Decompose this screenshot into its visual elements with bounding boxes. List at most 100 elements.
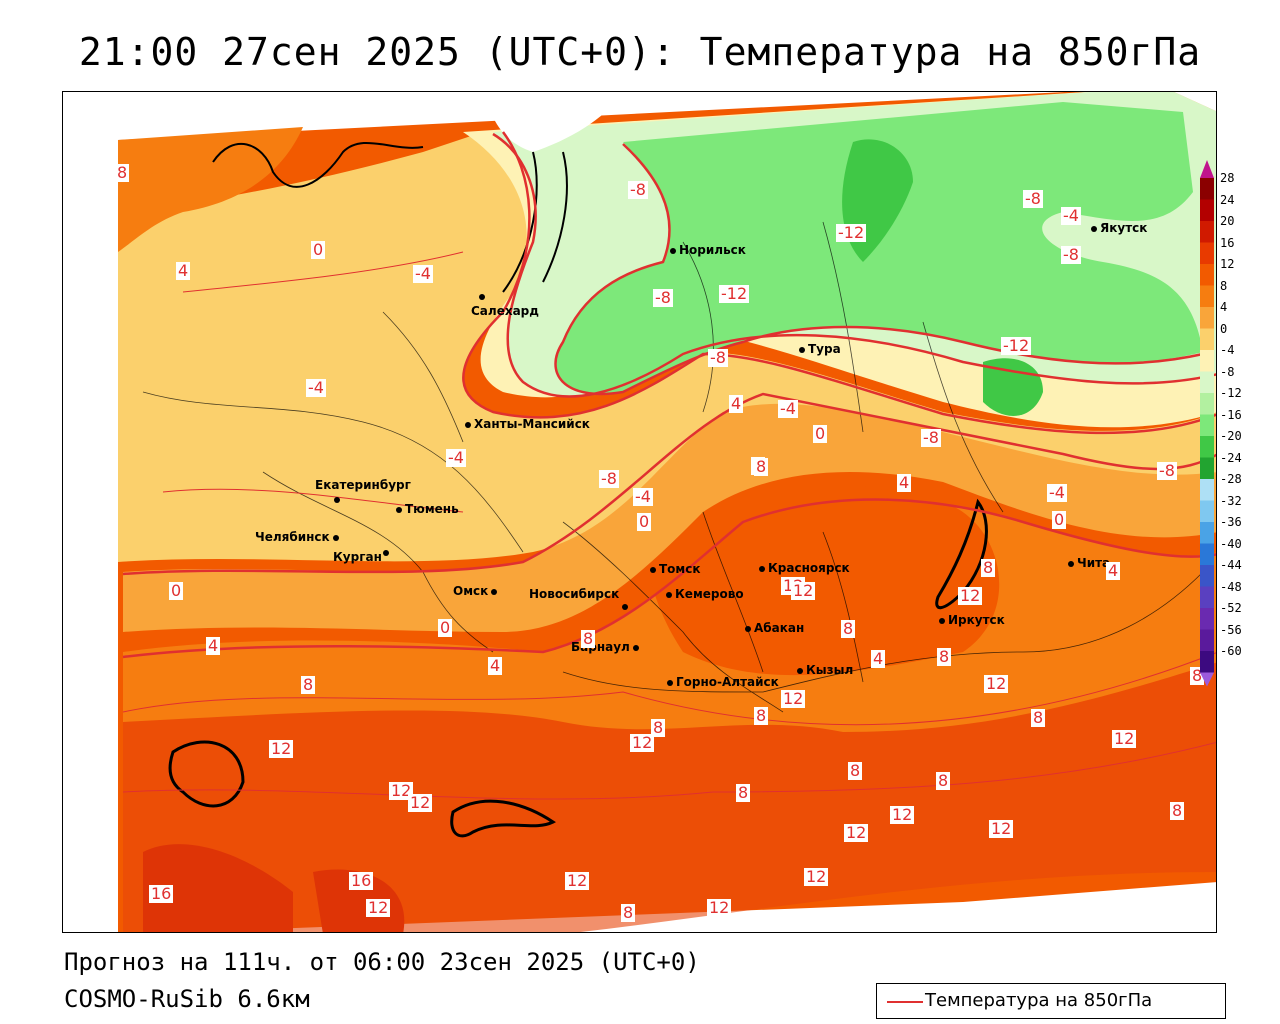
- colorbar-swatch: [1200, 608, 1214, 630]
- colorbar-swatch: [1200, 586, 1214, 608]
- isotherms: [122, 131, 1216, 800]
- contour-label: -4: [633, 487, 653, 506]
- contour-label: 0: [311, 240, 326, 259]
- contour-label: 8: [651, 718, 666, 737]
- zone-minus12: [555, 102, 1203, 394]
- colorbar-tick-label: 0: [1220, 321, 1228, 336]
- city-dot-icon: [383, 545, 392, 559]
- contour-label: -4: [413, 264, 433, 283]
- colorbar-bottom-arrow-icon: [1200, 672, 1214, 687]
- lake-baikal: [935, 498, 988, 610]
- colorbar-swatch: [1200, 414, 1214, 436]
- zone-0: [118, 132, 1216, 562]
- colorbar-swatches: [1200, 160, 1214, 687]
- contour-label: 12: [958, 586, 983, 605]
- colorbar-swatch: [1200, 221, 1214, 243]
- colorbar-tick-label: -4: [1220, 343, 1235, 357]
- contour-label: 8: [1031, 708, 1046, 727]
- contour-label: 12: [989, 819, 1014, 838]
- contour-label: -12: [1001, 336, 1032, 355]
- contour-label: 8: [581, 629, 596, 648]
- contour-label: 8: [621, 903, 636, 922]
- colorbar-swatch: [1200, 285, 1214, 307]
- city-dot-icon: [1068, 560, 1074, 567]
- contour-label: 8: [754, 706, 769, 725]
- colorbar-tick-label: 4: [1220, 300, 1228, 314]
- contour-label: 4: [176, 261, 191, 280]
- city-marker: Ханты-Мансийск: [465, 417, 590, 431]
- contour-label: 12: [890, 805, 915, 824]
- region-borders: [142, 221, 1204, 713]
- city-marker: Норильск: [670, 243, 746, 257]
- city-dot-icon: [670, 247, 676, 254]
- colorbar-swatch: [1200, 629, 1214, 651]
- contour-label: 0: [637, 512, 652, 531]
- contour-label: 12: [1112, 729, 1137, 748]
- colorbar-tick-label: -52: [1220, 601, 1242, 615]
- contour-label: 0: [1052, 510, 1067, 529]
- colorbar-swatch: [1200, 371, 1214, 393]
- colorbar-tick-label: -28: [1220, 472, 1242, 486]
- contour-label: 8: [754, 457, 769, 476]
- city-label: Новосибирск: [529, 587, 620, 601]
- colorbar-swatch: [1200, 651, 1214, 673]
- colorbar-tick-label: 16: [1220, 235, 1235, 250]
- zone-8: [118, 127, 303, 252]
- city-dot-icon: [465, 421, 471, 428]
- contour-label: 4: [488, 656, 503, 675]
- city-dot-icon: [332, 534, 339, 541]
- contour-label: -8: [1061, 245, 1081, 264]
- colorbar-swatch: [1200, 328, 1214, 350]
- coastline: [502, 151, 538, 293]
- colorbar-tick-label: 12: [1220, 257, 1235, 271]
- contour-label: -4: [306, 378, 326, 397]
- contour-label: 8: [1170, 801, 1185, 820]
- contour-label: 12: [984, 674, 1009, 693]
- city-dot-icon: [334, 492, 343, 506]
- colorbar-tick-label: -16: [1220, 407, 1242, 422]
- contour-label: 12: [630, 733, 655, 752]
- colorbar-swatch: [1200, 500, 1214, 522]
- colorbar: 28 24 20 16 12 8 4 0 -4 -8 -12 -16 -20 -24 -28 -32 -36 -4…: [1200, 160, 1270, 690]
- city-dot-icon: [667, 679, 673, 686]
- contour-label: -8: [921, 428, 941, 447]
- colorbar-swatch: [1200, 307, 1214, 329]
- contour-label: 16: [349, 871, 374, 890]
- city-marker: Кызыл: [797, 663, 853, 677]
- colorbar-tick-label: -48: [1220, 579, 1242, 594]
- contour-label: 8: [937, 647, 952, 666]
- contour-label: -8: [1157, 461, 1177, 480]
- model-name: COSMO-RuSib 6.6км: [64, 985, 310, 1013]
- colorbar-tick-label: -20: [1220, 429, 1242, 443]
- contour-label: -8: [653, 288, 673, 307]
- colorbar-swatch: [1200, 393, 1214, 415]
- contour-label: 12: [791, 581, 816, 600]
- city-label: Екатеринбург: [315, 478, 411, 492]
- contour-label: -4: [1047, 483, 1067, 502]
- colorbar-tick-label: 24: [1220, 192, 1235, 207]
- contour-label: 8: [115, 163, 130, 182]
- colorbar-tick-label: 20: [1220, 214, 1235, 228]
- lake-balkhash: [450, 799, 556, 838]
- contour-label: 12: [844, 823, 869, 842]
- legend: Температура на 850гПа: [876, 983, 1226, 1019]
- city-marker: Томск: [650, 562, 701, 576]
- map-frame: Якутск Норильск Салехард Тура Ханты-Манс…: [62, 91, 1217, 933]
- city-dot-icon: [939, 617, 945, 624]
- colorbar-top-arrow-icon: [1200, 160, 1214, 178]
- city-dot-icon: [491, 588, 498, 595]
- city-dot-icon: [797, 667, 803, 674]
- colorbar-tick-label: 28: [1220, 171, 1235, 185]
- city-dot-icon: [799, 346, 805, 353]
- chart-title: 21:00 27сен 2025 (UTC+0): Температура на…: [78, 30, 1202, 74]
- coastline: [212, 142, 424, 188]
- colorbar-swatch: [1200, 350, 1214, 372]
- city-marker: Горно-Алтайск: [667, 675, 779, 689]
- contour-label: -8: [1023, 189, 1043, 208]
- city-marker: [479, 289, 488, 303]
- contour-label: 4: [1106, 561, 1121, 580]
- contour-label: 4: [897, 473, 912, 492]
- city-dot-icon: [632, 644, 639, 651]
- contour-label: 4: [729, 394, 744, 413]
- city-dot-icon: [622, 599, 631, 613]
